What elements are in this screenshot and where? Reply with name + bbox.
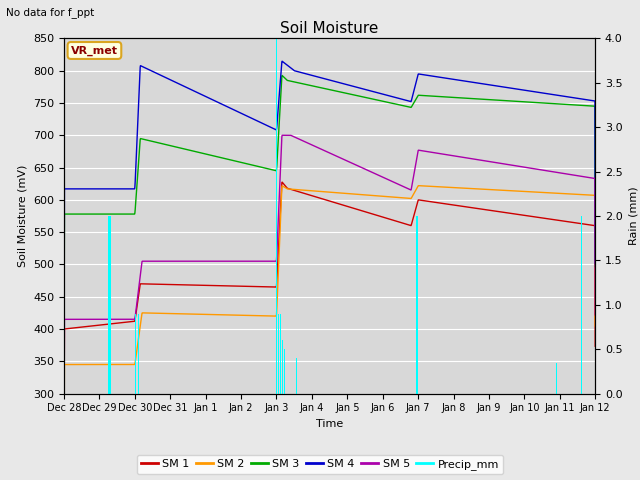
Y-axis label: Rain (mm): Rain (mm) (628, 187, 638, 245)
Y-axis label: Soil Moisture (mV): Soil Moisture (mV) (17, 165, 28, 267)
Title: Soil Moisture: Soil Moisture (280, 21, 379, 36)
Text: No data for f_ppt: No data for f_ppt (6, 7, 95, 18)
X-axis label: Time: Time (316, 419, 343, 429)
Text: VR_met: VR_met (71, 45, 118, 56)
Legend: SM 1, SM 2, SM 3, SM 4, SM 5, Precip_mm: SM 1, SM 2, SM 3, SM 4, SM 5, Precip_mm (136, 455, 504, 474)
